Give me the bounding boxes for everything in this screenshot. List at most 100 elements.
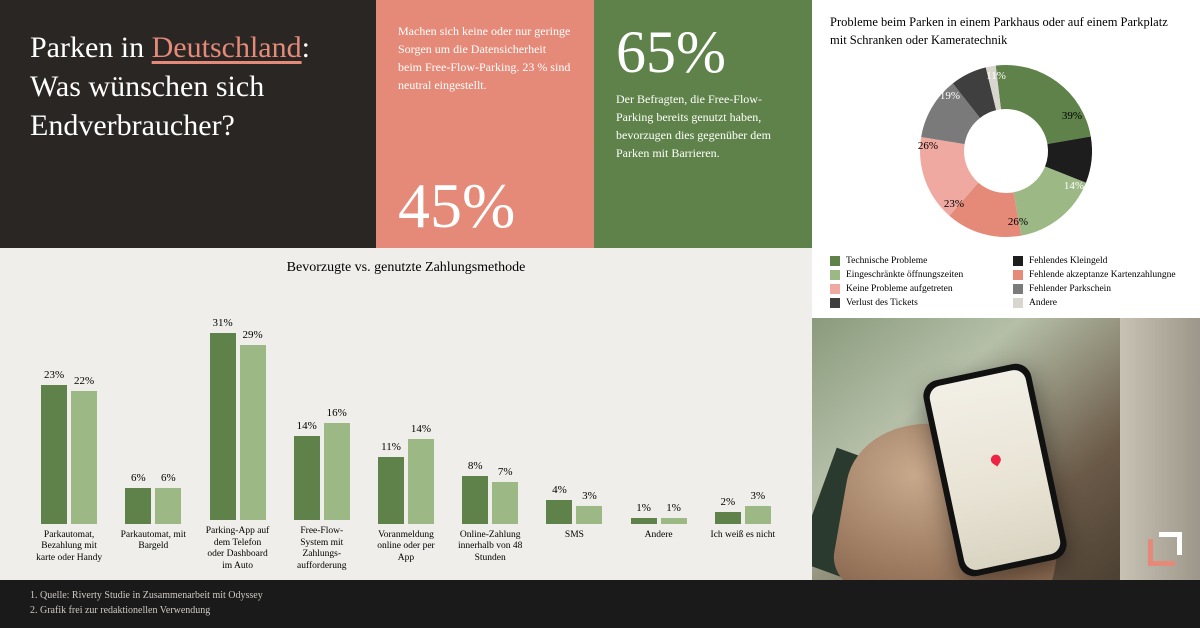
legend-swatch — [830, 284, 840, 294]
donut-wrap: 39%14%26%23%26%19%11% — [830, 57, 1182, 247]
bar-pair: 4%3% — [546, 324, 602, 524]
bar-pair: 2% 3% — [715, 324, 771, 524]
legend-swatch — [1013, 298, 1023, 308]
donut-legend: Technische Probleme Fehlendes Kleingeld Ei… — [812, 248, 1200, 318]
bar-value-label: 2% — [721, 496, 736, 508]
legend-item: Eingeschränkte öffnungszeiten — [830, 270, 999, 280]
bar: 14% — [408, 439, 434, 524]
donut-chart: 39%14%26%23%26%19%11% — [896, 57, 1116, 247]
headline: Parken in Deutschland: Was wünschen sich… — [30, 28, 346, 145]
stat-green-box: 65% Der Befragten, die Free-Flow-Parking… — [594, 0, 812, 248]
bar-chart: 23% 22% Parkautomat, Bezahlung mit karte o… — [30, 280, 782, 572]
legend-label: Keine Probleme aufgetreten — [846, 284, 953, 294]
donut-slice-label: 39% — [1062, 110, 1082, 122]
bar-value-label: 14% — [297, 420, 317, 432]
legend-swatch — [830, 298, 840, 308]
bar-value-label: 11% — [381, 441, 401, 453]
bar: 3% — [576, 506, 602, 524]
bar: 29% — [240, 345, 266, 521]
bar-group: 11%14%Voranmeldung online oder per App — [373, 324, 439, 572]
photo-panel — [812, 318, 1200, 580]
legend-label: Andere — [1029, 298, 1057, 308]
bar: 3% — [745, 506, 771, 524]
headline-pre: Parken in — [30, 31, 152, 64]
map-pin-icon — [989, 453, 1003, 467]
bar-group: 1% 1% Andere — [626, 324, 692, 572]
legend-label: Fehlendes Kleingeld — [1029, 256, 1107, 266]
bar-group: 8% 7% Online-Zahlung innerhalb von 48 Stun… — [457, 324, 523, 572]
bar: 4% — [546, 500, 572, 524]
bar-category-label: Online-Zahlung innerhalb von 48 Stunden — [457, 530, 523, 572]
legend-swatch — [830, 270, 840, 280]
bar-value-label: 31% — [212, 317, 232, 329]
bar-pair: 6% 6% — [125, 324, 181, 524]
donut-title: Probleme beim Parken in einem Parkhaus o… — [830, 14, 1182, 49]
donut-slice-label: 19% — [940, 90, 960, 102]
headline-box: Parken in Deutschland: Was wünschen sich… — [0, 0, 376, 248]
legend-item: Technische Probleme — [830, 256, 999, 266]
legend-swatch — [1013, 270, 1023, 280]
bar: 7% — [492, 482, 518, 524]
bar: 6% — [125, 488, 151, 524]
bar-pair: 1% 1% — [631, 324, 687, 524]
bar: 11% — [378, 457, 404, 524]
bar-value-label: 7% — [498, 466, 513, 478]
legend-item: Keine Probleme aufgetreten — [830, 284, 999, 294]
bar-category-label: SMS — [565, 530, 584, 572]
bar: 1% — [631, 518, 657, 524]
bar-value-label: 16% — [327, 407, 347, 419]
bar-category-label: Free-Flow-System mit Zahlungs-aufforderu… — [289, 526, 355, 572]
bar: 14% — [294, 436, 320, 521]
bar-group: 23% 22% Parkautomat, Bezahlung mit karte o… — [36, 324, 102, 572]
bar-group: 2%3%Ich weiß es nicht — [710, 324, 776, 572]
legend-label: Eingeschränkte öffnungszeiten — [846, 270, 963, 280]
legend-item: Fehlender Parkschein — [1013, 284, 1182, 294]
bar-value-label: 6% — [131, 472, 146, 484]
bar-pair: 11%14% — [378, 324, 434, 524]
legend-label: Technische Probleme — [846, 256, 927, 266]
bar-group: 4%3%SMS — [541, 324, 607, 572]
bar-value-label: 3% — [751, 490, 766, 502]
stat-red-value: 45% — [398, 174, 572, 238]
bar-category-label: Andere — [645, 530, 673, 572]
legend-item: Andere — [1013, 298, 1182, 308]
stat-red-box: Machen sich keine oder nur geringe Sorge… — [376, 0, 594, 248]
legend-label: Verlust des Tickets — [846, 298, 918, 308]
legend-item: Fehlendes Kleingeld — [1013, 256, 1182, 266]
legend-swatch — [1013, 256, 1023, 266]
bar-value-label: 23% — [44, 369, 64, 381]
bar-value-label: 6% — [161, 472, 176, 484]
bar-panel: Bevorzugte vs. genutzte Zahlungsmethode … — [0, 248, 812, 580]
donut-slice — [996, 65, 1091, 144]
footer-line-2: 2. Grafik frei zur redaktionellen Verwen… — [30, 603, 263, 618]
brand-logo-icon — [1148, 532, 1182, 566]
bar-category-label: Parkautomat, mit Bargeld — [120, 530, 186, 572]
donut-slice-label: 11% — [986, 70, 1006, 82]
bar-category-label: Parking-App auf dem Telefon oder Dashboa… — [204, 526, 270, 572]
legend-item: Fehlende akzeptanze Kartenzahlungne — [1013, 270, 1182, 280]
donut-slice-label: 26% — [1008, 216, 1028, 228]
legend-label: Fehlende akzeptanze Kartenzahlungne — [1029, 270, 1176, 280]
right-column: Technische Probleme Fehlendes Kleingeld Ei… — [812, 248, 1200, 580]
bar-pair: 8% 7% — [462, 324, 518, 524]
bar-value-label: 22% — [74, 375, 94, 387]
bar: 16% — [324, 423, 350, 520]
bar: 22% — [71, 391, 97, 524]
bar: 1% — [661, 518, 687, 524]
bar-value-label: 3% — [582, 490, 597, 502]
top-row: Parken in Deutschland: Was wünschen sich… — [0, 0, 1200, 248]
legend-item: Verlust des Tickets — [830, 298, 999, 308]
bar-pair: 14%16% — [294, 320, 350, 520]
footer-notes: 1. Quelle: Riverty Studie in Zusammenarb… — [30, 588, 263, 618]
legend-swatch — [830, 256, 840, 266]
bar-value-label: 29% — [242, 329, 262, 341]
legend-label: Fehlender Parkschein — [1029, 284, 1111, 294]
footer-line-1: 1. Quelle: Riverty Studie in Zusammenarb… — [30, 588, 263, 603]
bar-value-label: 8% — [468, 460, 483, 472]
bar-category-label: Parkautomat, Bezahlung mit karte oder Ha… — [36, 530, 102, 572]
legend-swatch — [1013, 284, 1023, 294]
donut-slice-label: 26% — [918, 140, 938, 152]
bar-chart-title: Bevorzugte vs. genutzte Zahlungsmethode — [30, 260, 782, 276]
donut-panel: Probleme beim Parken in einem Parkhaus o… — [812, 0, 1200, 248]
bar: 31% — [210, 333, 236, 521]
